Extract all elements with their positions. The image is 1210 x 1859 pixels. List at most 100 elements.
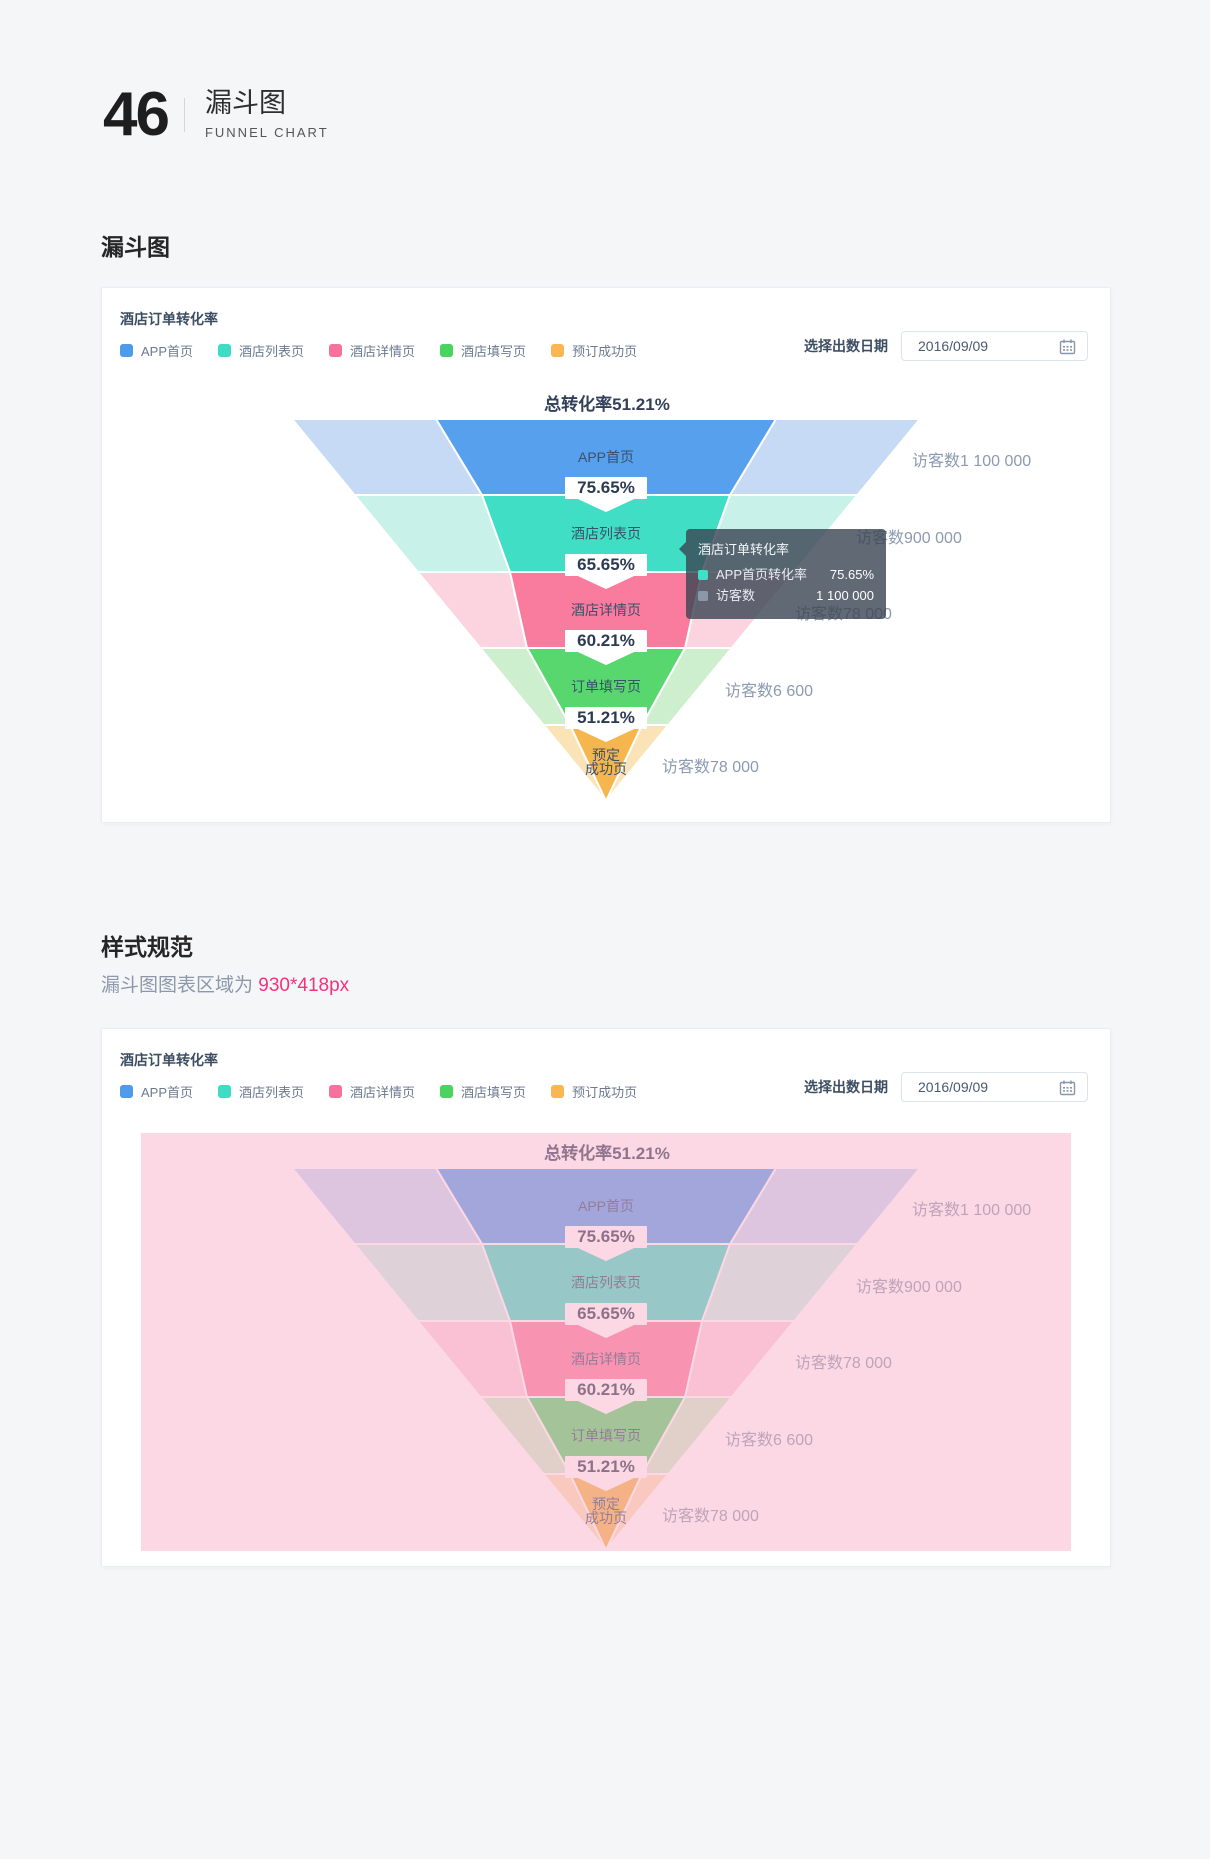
- date-picker-label: 选择出数日期: [804, 1079, 888, 1095]
- date-value: 2016/09/09: [918, 1079, 989, 1095]
- funnel-chart[interactable]: 总转化率51.21% 75.65% 65.65% 60.21% 51.21% APP首页…: [102, 1144, 1112, 1560]
- spec-description: 漏斗图图表区域为 930*418px: [101, 970, 349, 997]
- legend-item-app-home[interactable]: APP首页: [120, 341, 193, 360]
- legend-chip: [120, 344, 133, 357]
- legend-chip: [329, 1085, 343, 1098]
- funnel-layer-label: 酒店列表页: [571, 526, 641, 542]
- visitor-count-annotation: 访客数6 600: [725, 1432, 814, 1449]
- conversion-rate-value: 60.21%: [577, 1380, 635, 1399]
- tooltip-row-value: 75.65%: [829, 567, 874, 582]
- section-heading-demo: 漏斗图: [101, 234, 170, 260]
- total-conversion-title: 总转化率51.21%: [544, 395, 670, 414]
- visitor-count-annotation: 访客数78 000: [662, 1508, 759, 1525]
- total-conversion-title: 总转化率51.21%: [544, 1144, 670, 1163]
- header-divider: [183, 98, 185, 132]
- funnel-layer-label: 成功页: [585, 1510, 627, 1526]
- legend-label: 预订成功页: [572, 1085, 638, 1100]
- legend-label: APP首页: [141, 1085, 194, 1100]
- funnel-layer-label: 预定: [592, 747, 620, 763]
- conversion-rate-tag: [565, 1303, 647, 1338]
- legend-label: 酒店列表页: [239, 1085, 305, 1100]
- legend-chip: [551, 344, 565, 357]
- doc-header: 46 漏斗图 FUNNEL CHART: [103, 80, 329, 149]
- tooltip-row: 访客数 1 100 000: [698, 588, 874, 604]
- legend-item-hotel-list[interactable]: 酒店列表页: [218, 341, 304, 360]
- legend-chip: [440, 344, 454, 357]
- tooltip-title: 酒店订单转化率: [698, 542, 790, 557]
- conversion-rate-tag: [565, 1379, 647, 1414]
- funnel-layer-label: 订单填写页: [571, 679, 641, 695]
- legend-label: APP首页: [141, 344, 194, 359]
- legend-chip: [120, 1085, 133, 1098]
- funnel-chart[interactable]: 总转化率51.21% 75.65% 65.65% 60.21% 51.21% APP首页…: [102, 395, 1112, 811]
- visitor-count-annotation: 访客数1 100 000: [912, 453, 1032, 470]
- visitor-count-annotation: 访客数6 600: [725, 683, 814, 700]
- legend-item-hotel-detail[interactable]: 酒店详情页: [329, 1082, 415, 1101]
- spec-size-value: 930*418px: [258, 975, 350, 996]
- legend-label: 酒店填写页: [461, 344, 527, 359]
- conversion-rate-value: 75.65%: [577, 478, 635, 497]
- legend-item-app-home[interactable]: APP首页: [120, 1082, 193, 1101]
- doc-titles: 漏斗图 FUNNEL CHART: [205, 86, 329, 140]
- legend-chip: [551, 1085, 565, 1098]
- style-spec-card: 酒店订单转化率 APP首页 酒店列表页 酒店详情页 酒店填写页 预订成功页: [101, 1028, 1111, 1567]
- legend-chip: [218, 1085, 232, 1098]
- tooltip-row-value: 1 100 000: [816, 588, 874, 603]
- tooltip-series-chip: [698, 570, 708, 580]
- visitor-count-annotation: 访客数78 000: [662, 759, 759, 776]
- doc-title-en: FUNNEL CHART: [204, 125, 329, 140]
- visitor-count-annotation: 访客数1 100 000: [912, 1202, 1032, 1219]
- calendar-icon[interactable]: [1059, 338, 1076, 360]
- calendar-icon[interactable]: [1059, 1079, 1076, 1101]
- conversion-rate-tag: [565, 630, 647, 665]
- conversion-rate-tag: [565, 1456, 647, 1491]
- funnel-layer-label: 成功页: [585, 761, 627, 777]
- conversion-rate-value: 65.65%: [577, 1304, 635, 1323]
- conversion-rate-value: 75.65%: [577, 1227, 635, 1246]
- conversion-rate-value: 60.21%: [577, 631, 635, 650]
- card-title: 酒店订单转化率: [120, 311, 218, 327]
- legend-item-hotel-detail[interactable]: 酒店详情页: [329, 341, 415, 360]
- funnel-layer-label: APP首页: [578, 449, 634, 465]
- doc-number: 46: [103, 80, 170, 149]
- legend-chip: [218, 344, 232, 357]
- legend-item-hotel-form[interactable]: 酒店填写页: [440, 1082, 526, 1101]
- section-heading-spec: 样式规范: [101, 934, 193, 960]
- conversion-rate-tag: [565, 1226, 647, 1261]
- legend-item-booking-success[interactable]: 预订成功页: [551, 1082, 637, 1101]
- funnel-demo-card: 酒店订单转化率 APP首页 酒店列表页 酒店详情页 酒店填写页 预订成功页: [101, 287, 1111, 823]
- legend-item-hotel-form[interactable]: 酒店填写页: [440, 341, 526, 360]
- funnel-layer-label: 酒店详情页: [571, 602, 641, 618]
- funnel-layer-label: 预定: [592, 1496, 620, 1512]
- tooltip-row-label: APP首页转化率: [716, 567, 808, 582]
- legend-label: 酒店详情页: [350, 344, 416, 359]
- legend-item-hotel-list[interactable]: 酒店列表页: [218, 1082, 304, 1101]
- funnel-wing-left: [416, 571, 528, 649]
- chart-tooltip: 酒店订单转化率 APP首页转化率 75.65% 访客数 1 100 000: [679, 529, 886, 619]
- date-picker-input[interactable]: 2016/09/09: [901, 331, 1088, 361]
- doc-title-zh: 漏斗图: [204, 88, 286, 118]
- visitor-count-annotation: 访客数78 000: [795, 1355, 892, 1372]
- date-value: 2016/09/09: [918, 338, 989, 354]
- legend-label: 酒店详情页: [350, 1085, 416, 1100]
- date-picker-row: 选择出数日期 2016/09/09: [804, 1072, 1088, 1102]
- conversion-rate-tag: [565, 554, 647, 589]
- date-picker-row: 选择出数日期 2016/09/09: [804, 331, 1088, 361]
- legend-label: 酒店填写页: [461, 1085, 527, 1100]
- conversion-rate-value: 51.21%: [577, 708, 635, 727]
- tooltip-arrow-icon: [679, 542, 686, 556]
- legend-chip: [329, 344, 343, 357]
- funnel-layer-label: 酒店详情页: [571, 1351, 641, 1367]
- date-picker-input[interactable]: 2016/09/09: [901, 1072, 1088, 1102]
- tooltip-series-chip: [698, 591, 708, 601]
- spec-prefix: 漏斗图图表区域为: [101, 975, 259, 996]
- chart-region-overlay: [141, 1133, 1071, 1551]
- chart-legend: APP首页 酒店列表页 酒店详情页 酒店填写页 预订成功页: [120, 341, 637, 360]
- conversion-rate-value: 65.65%: [577, 555, 635, 574]
- chart-legend: APP首页 酒店列表页 酒店详情页 酒店填写页 预订成功页: [120, 1082, 637, 1101]
- conversion-rate-tag: [565, 477, 647, 512]
- conversion-rate-value: 51.21%: [577, 1457, 635, 1476]
- tooltip-row: APP首页转化率 75.65%: [698, 567, 874, 583]
- legend-item-booking-success[interactable]: 预订成功页: [551, 341, 637, 360]
- funnel-layer-label: 酒店列表页: [571, 1275, 641, 1291]
